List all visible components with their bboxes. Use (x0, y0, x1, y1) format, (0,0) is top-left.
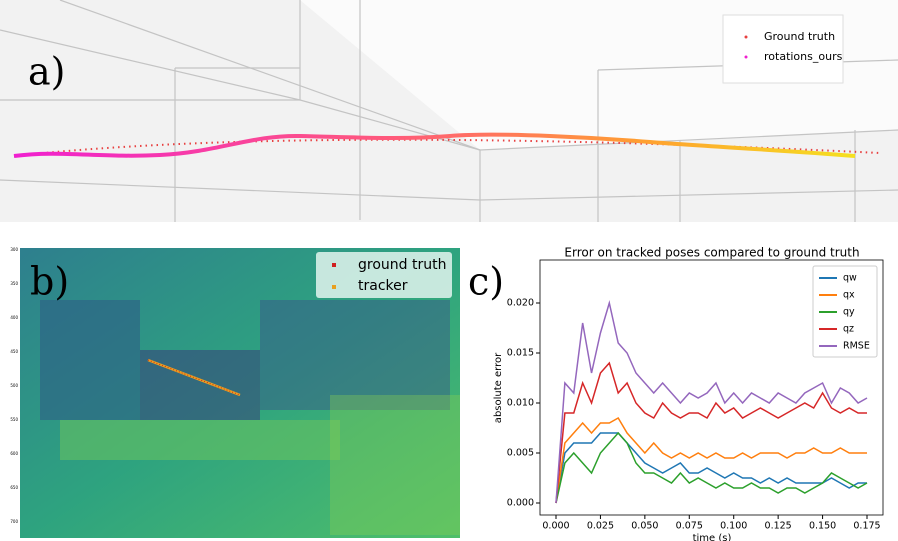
image-tick-label: 400 (10, 315, 18, 320)
series-line (555, 300, 868, 504)
legend-label: qy (843, 307, 855, 318)
image-tick-label: 350 (10, 281, 18, 286)
panel-label: a) (28, 50, 65, 94)
panel-label: c) (468, 260, 504, 304)
image-region (140, 350, 260, 420)
image-tick-label: 300 (10, 247, 18, 252)
y-tick-label: 0.005 (507, 448, 534, 459)
tracker-trajectory (147, 358, 241, 397)
legend-marker (744, 55, 748, 59)
image-region (60, 420, 340, 460)
x-tick-label: 0.175 (853, 521, 880, 532)
chart-title: Error on tracked poses compared to groun… (564, 246, 859, 260)
legend-label: qw (843, 273, 857, 284)
x-tick-label: 0.100 (720, 521, 747, 532)
series-line (555, 416, 868, 504)
image-region (40, 300, 140, 420)
scene-grid (0, 0, 898, 222)
image-tick-label: 550 (10, 417, 18, 422)
series-line (555, 432, 868, 504)
y-axis-label: absolute error (493, 352, 504, 423)
legend-marker (332, 285, 336, 289)
legend-box (812, 265, 878, 358)
estimated-trajectory (13, 132, 856, 158)
legend-box (722, 14, 844, 84)
image-tick-label: 600 (10, 451, 18, 456)
panel-b: b) ground truth tracker 300 350 400 450 500 5… (10, 247, 460, 538)
legend-marker (332, 263, 336, 267)
legend-label: rotations_ours (764, 50, 843, 63)
legend-label: Ground truth (764, 30, 835, 43)
legend-marker (744, 35, 748, 39)
series-line (555, 361, 868, 504)
y-tick-label: 0.015 (507, 348, 534, 359)
panel-a: a) Ground truth rotations_ours (0, 0, 898, 222)
panel-c: c) Error on tracked poses compared to gr… (468, 246, 884, 541)
image-region (330, 395, 460, 535)
x-tick-label: 0.075 (676, 521, 703, 532)
x-axis-label: time (s) (693, 533, 732, 541)
image-tick-label: 650 (10, 485, 18, 490)
y-tick-label: 0.000 (507, 498, 534, 509)
x-tick-label: 0.050 (631, 521, 658, 532)
legend-box (316, 252, 452, 298)
x-tick-label: 0.025 (587, 521, 614, 532)
x-tick-label: 0.125 (765, 521, 792, 532)
legend-label: RMSE (843, 341, 870, 352)
legend-label: qz (843, 324, 854, 335)
image-tick-label: 700 (10, 519, 18, 524)
x-tick-label: 0.000 (542, 521, 569, 532)
image-region (260, 300, 450, 410)
y-tick-label: 0.020 (507, 298, 534, 309)
legend-label: qx (843, 290, 855, 301)
image-tick-label: 500 (10, 383, 18, 388)
image-tick-label: 450 (10, 349, 18, 354)
x-tick-label: 0.150 (809, 521, 836, 532)
series-line (555, 431, 868, 504)
legend-label: tracker (358, 278, 408, 294)
legend-label: ground truth (358, 257, 446, 273)
panel-label: b) (30, 260, 69, 304)
y-tick-label: 0.010 (507, 398, 534, 409)
